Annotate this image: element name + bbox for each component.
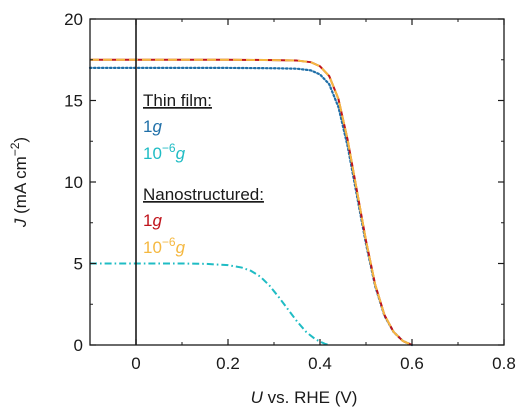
y-axis-label-sup: −2 — [8, 142, 22, 156]
legend-entry-2-1: 1g — [143, 211, 162, 230]
y-axis-title: J (mA cm−2) — [8, 137, 30, 228]
y-axis-label-rest: (mA cm — [11, 156, 30, 218]
x-axis-title: U vs. RHE (V) — [251, 388, 358, 407]
x-tick-label: 0 — [131, 354, 140, 373]
legend-entry-1-1: 1g — [143, 117, 162, 136]
x-tick-label: 0.4 — [308, 354, 332, 373]
y-tick-label: 0 — [74, 336, 83, 355]
y-axis-label-close: ) — [11, 137, 30, 143]
y-tick-label: 20 — [64, 10, 83, 29]
legend-entry-2-2: 10−6g — [143, 235, 186, 257]
axes-layer: 0 0.2 0.4 0.6 0.8 0 5 10 15 20 — [64, 10, 516, 373]
legend-heading-1: Thin film: — [143, 91, 212, 110]
x-tick-label: 0.8 — [492, 354, 516, 373]
y-axis-var: J — [11, 218, 30, 228]
series-line-1 — [88, 66, 414, 347]
legend-entry-1-2: 10−6g — [143, 141, 186, 163]
x-axis-label-rest: vs. RHE (V) — [263, 388, 357, 407]
y-tick-label: 10 — [64, 173, 83, 192]
y-tick-label: 5 — [74, 255, 83, 274]
series-layer — [88, 58, 414, 347]
x-tick-label: 0.2 — [216, 354, 240, 373]
x-axis-var: U — [251, 388, 264, 407]
series-line-2 — [90, 262, 330, 346]
y-tick-label: 15 — [64, 92, 83, 111]
legend-heading-2: Nanostructured: — [143, 185, 264, 204]
legend: Thin film: 1g 10−6g Nanostructured: 1g 10−6g — [143, 91, 264, 257]
series-line-4 — [90, 58, 413, 346]
x-tick-label: 0.6 — [400, 354, 424, 373]
